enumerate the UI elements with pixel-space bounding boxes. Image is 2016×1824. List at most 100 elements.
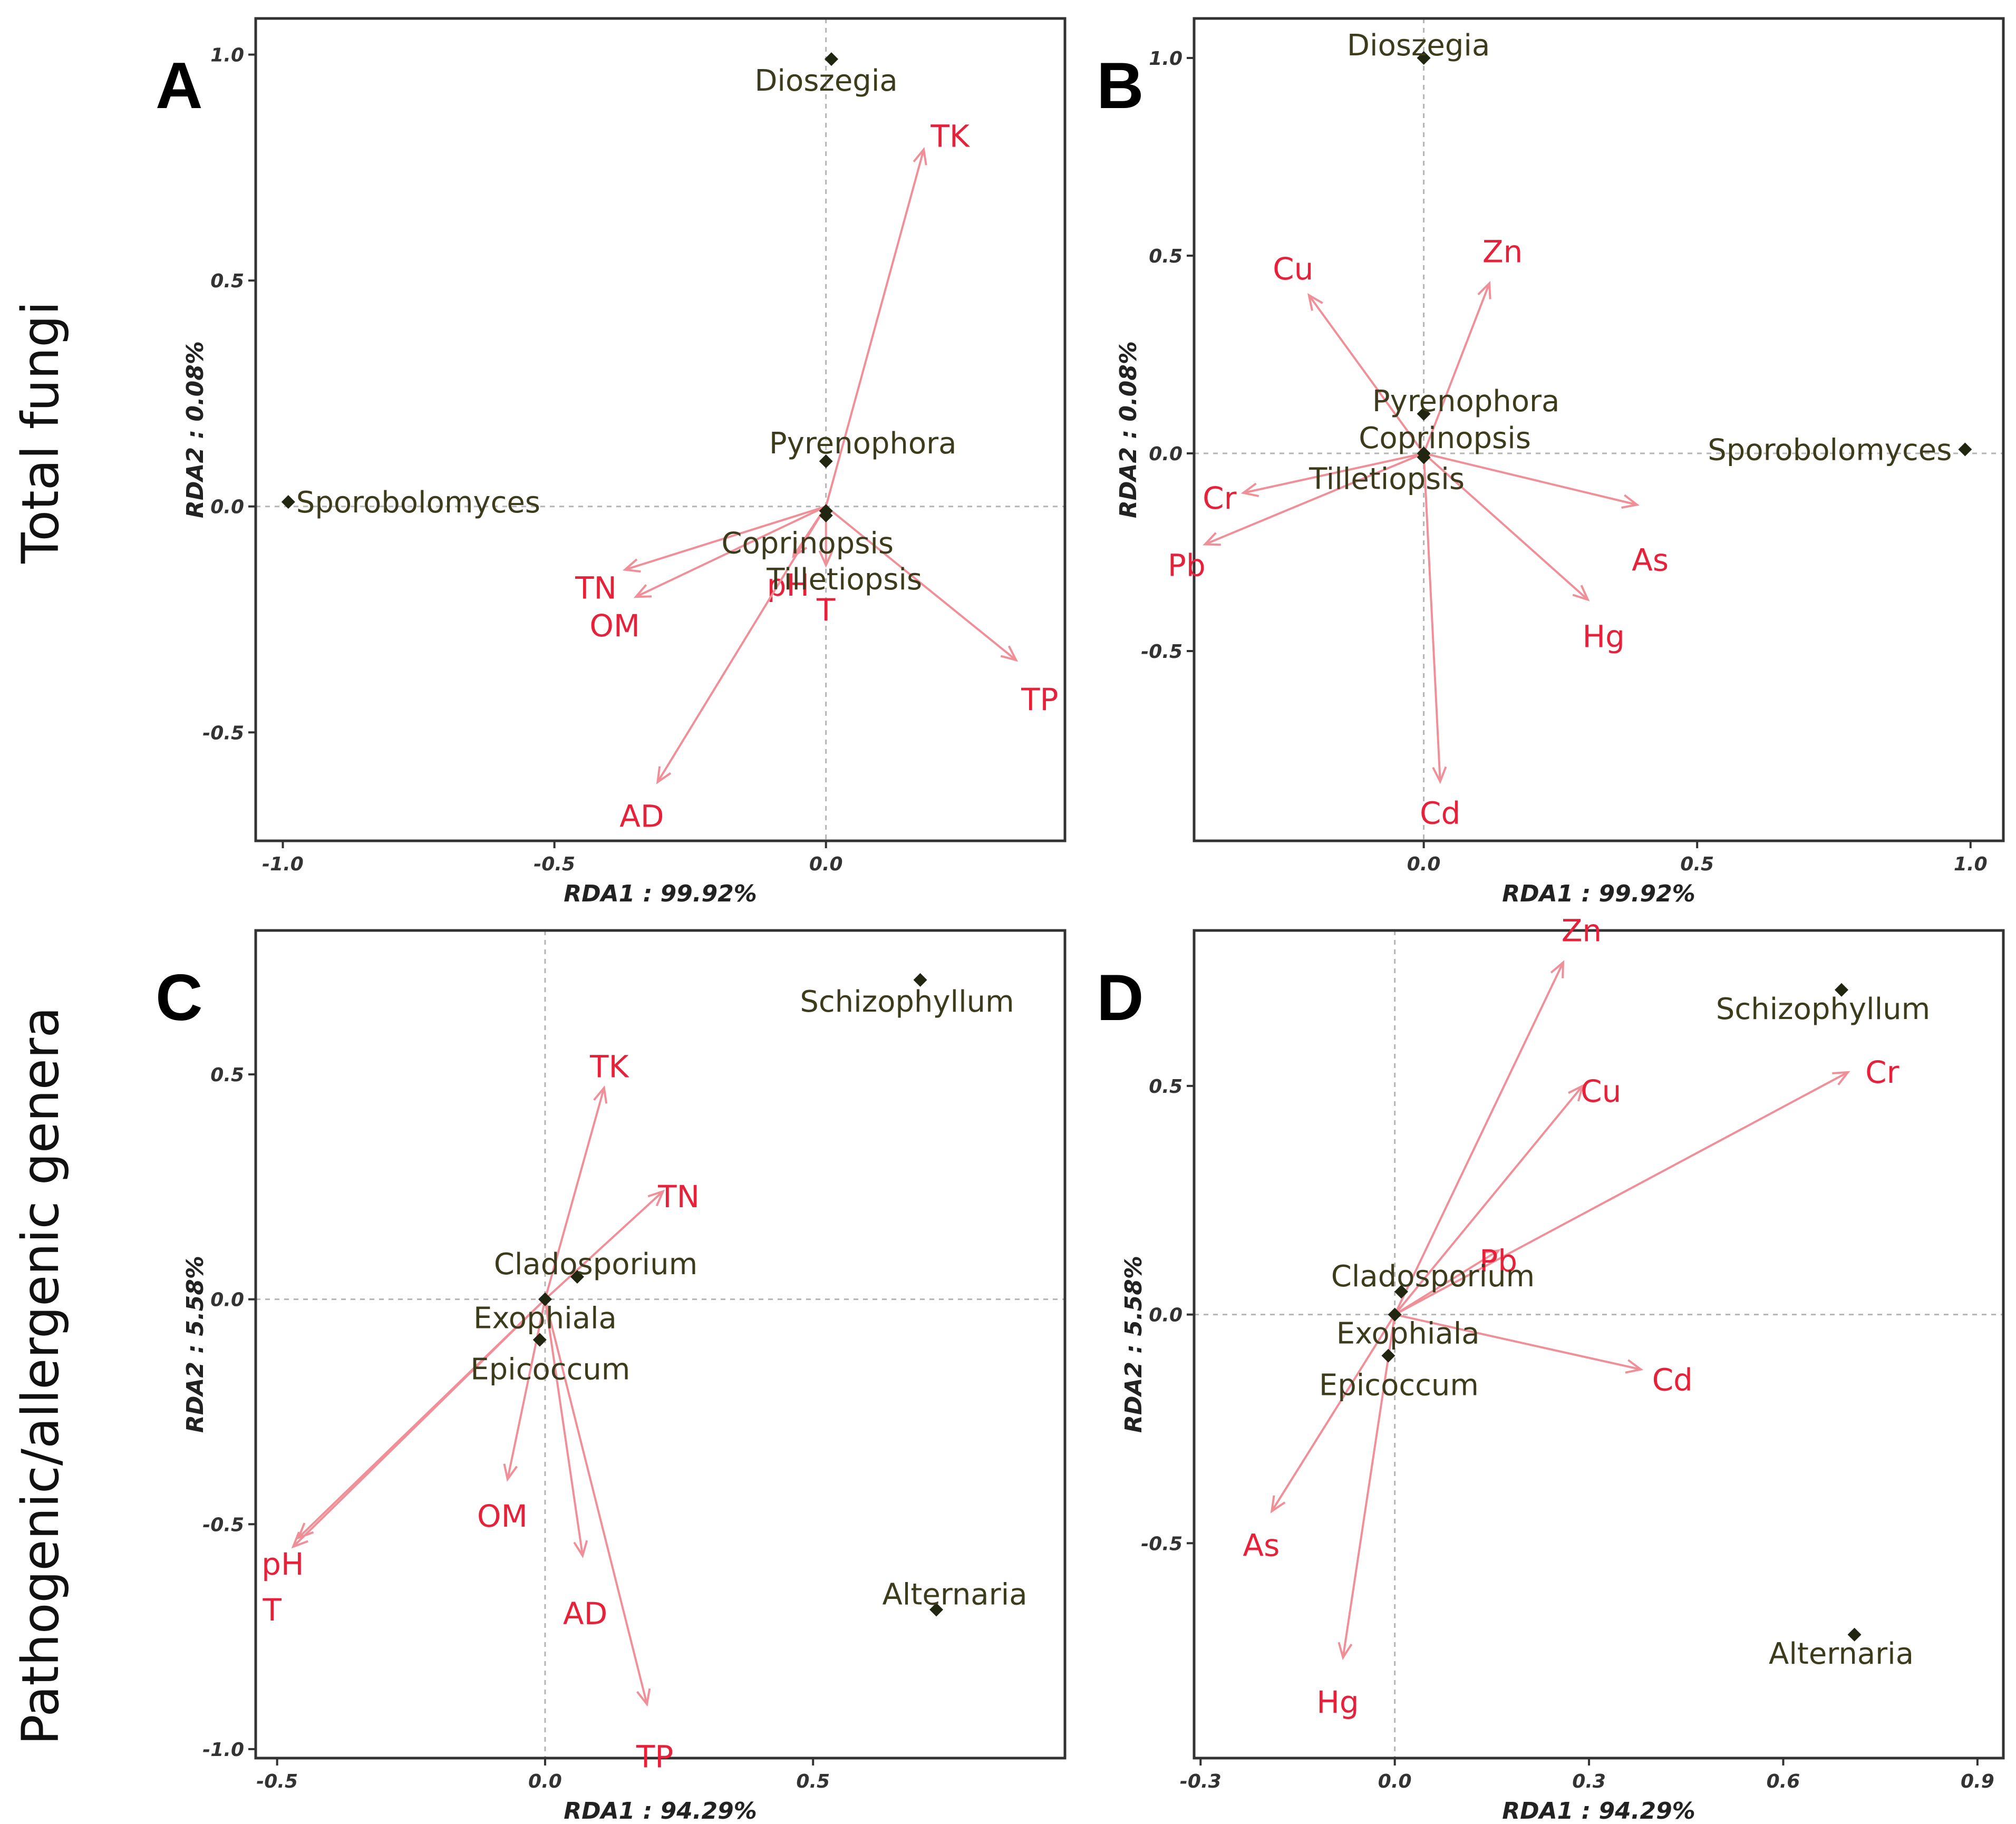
vector-arrowhead-ph <box>792 540 808 559</box>
y-axis-title: RDA2 : 0.08% <box>1115 341 1142 518</box>
x-tick-label: 0.5 <box>1680 853 1714 875</box>
vector-arrow-pb <box>1394 1249 1499 1316</box>
vector-label-t: T <box>816 592 836 628</box>
genus-point-cladosporium <box>1394 1285 1408 1299</box>
vector-label-tk: TK <box>589 1049 629 1085</box>
y-tick-label: 1.0 <box>1149 48 1183 70</box>
vector-label-pb: Pb <box>1168 548 1206 584</box>
genus-point-sporobolomyces <box>281 495 295 509</box>
x-axis-title: RDA1 : 99.92% <box>564 880 757 907</box>
row-label-pathogenic-allergenic: Pathogenic/allergenic genera <box>11 1007 70 1745</box>
y-tick-label: 0.0 <box>210 497 244 518</box>
vector-arrowhead-tp <box>636 1688 651 1707</box>
x-tick-label: 0.0 <box>1378 1771 1412 1792</box>
vector-arrow-ad <box>656 506 827 783</box>
vector-label-tp: TP <box>636 1739 673 1775</box>
x-axis-title: RDA1 : 94.29% <box>1502 1798 1695 1824</box>
vector-arrowhead-cr <box>1832 1071 1850 1085</box>
panel-d: D -0.3 0.0 0.3 0.6 0.9 -0.5 0.0 0.5 RDA1 : 94.29%… <box>1097 913 2005 1824</box>
vector-label-zn: Zn <box>1482 234 1523 270</box>
plot-frame <box>254 929 1067 1760</box>
y-tick-label: -1.0 <box>202 1739 244 1761</box>
vector-arrow-zn <box>1422 283 1490 454</box>
vector-arrowhead-hg <box>1572 585 1590 601</box>
vector-arrowhead-cd <box>1625 1359 1644 1374</box>
genus-label-sporobolomyces: Sporobolomyces <box>1708 433 1952 468</box>
vector-arrowhead-tp <box>1000 645 1019 662</box>
x-tick-label: 0.0 <box>528 1771 562 1792</box>
vector-arrow-ad <box>544 1299 584 1556</box>
vector-arrowhead-as <box>1621 494 1640 509</box>
panel-letter-a: A <box>156 50 203 122</box>
vector-label-t: T <box>262 1592 282 1628</box>
genus-label-cladosporium: Cladosporium <box>494 1247 697 1282</box>
x-tick-label: -0.5 <box>534 853 575 875</box>
plot-frame <box>1193 929 2005 1760</box>
genus-label-sporobolomyces: Sporobolomyces <box>296 486 540 520</box>
genus-point-dioszegia <box>1417 51 1431 65</box>
genus-point-epicoccum <box>1381 1348 1395 1363</box>
vector-arrowhead-t <box>291 1531 308 1549</box>
vector-arrow-tk <box>544 1088 605 1300</box>
vector-arrowhead-hg <box>1337 1642 1353 1661</box>
genus-label-schizophyllum: Schizophyllum <box>800 985 1014 1019</box>
y-axis-title: RDA2 : 0.08% <box>182 341 209 518</box>
genus-label-coprinopsis: Coprinopsis <box>721 526 894 560</box>
genus-point-epicoccum <box>532 1333 547 1347</box>
genus-point-sporobolomyces <box>1958 442 1972 457</box>
y-tick-label: 0.5 <box>1149 246 1183 267</box>
vector-arrowhead-t <box>818 550 833 568</box>
vector-arrowhead-om <box>503 1463 518 1482</box>
vector-arrowhead-zn <box>1550 960 1565 978</box>
y-tick-label: -0.5 <box>1141 1533 1183 1555</box>
x-tick-label: -0.3 <box>1180 1771 1222 1792</box>
genus-point-schizophyllum <box>1835 983 1848 997</box>
vector-arrowhead-tn <box>622 558 641 573</box>
vector-label-om: OM <box>589 608 640 644</box>
genus-label-pyrenophora: Pyrenophora <box>769 426 957 461</box>
vector-label-ph: pH <box>767 567 809 603</box>
vector-arrow-cr <box>1394 1071 1849 1316</box>
vector-arrow-cu <box>1308 294 1425 454</box>
vector-arrow-tn <box>624 505 827 571</box>
plot-frame <box>1193 17 2005 842</box>
y-tick-label: 0.0 <box>1149 1305 1183 1326</box>
panel-c: C -0.5 0.0 0.5 -1.0 -0.5 0.0 0.5 RDA1 : 94.29% RD… <box>156 929 1067 1824</box>
y-axis-title: RDA2 : 5.58% <box>1120 1256 1147 1433</box>
vector-label-cd: Cd <box>1420 795 1460 831</box>
genus-point-pyrenophora <box>1417 407 1431 421</box>
panel-letter-d: D <box>1097 962 1144 1034</box>
genus-label-alternaria: Alternaria <box>1769 1637 1914 1671</box>
y-tick-label: -0.5 <box>202 1514 244 1536</box>
vector-arrowhead-tk <box>593 1085 608 1104</box>
vector-arrowhead-cu <box>1568 1084 1584 1102</box>
vector-label-as: As <box>1632 542 1669 578</box>
genus-point-exophiala <box>1388 1307 1402 1322</box>
vector-label-cr: Cr <box>1203 480 1236 516</box>
vector-arrow-cr <box>1243 452 1424 494</box>
y-tick-label: 0.5 <box>210 270 244 292</box>
y-axis-title: RDA2 : 5.58% <box>182 1256 209 1433</box>
vector-label-tp: TP <box>1021 682 1058 717</box>
genus-point-dioszegia <box>825 52 839 66</box>
x-tick-label: -1.0 <box>262 853 304 875</box>
vector-arrowhead-as <box>1270 1495 1286 1513</box>
x-tick-label: 0.5 <box>796 1771 830 1792</box>
vector-label-ad: AD <box>619 799 664 835</box>
genus-label-epicoccum: Epicoccum <box>470 1352 630 1386</box>
vector-arrowhead-ad <box>656 766 672 784</box>
x-axis-title: RDA1 : 99.92% <box>1502 880 1695 907</box>
vector-arrowhead-tn <box>647 1189 665 1207</box>
vector-arrow-tn <box>544 1190 664 1301</box>
vector-arrowhead-zn <box>1477 280 1491 299</box>
vector-arrowhead-ad <box>573 1540 588 1558</box>
genus-point-pyrenophora <box>819 454 833 468</box>
genus-label-epicoccum: Epicoccum <box>1319 1369 1479 1403</box>
y-tick-label: -0.5 <box>202 722 244 744</box>
vector-arrow-tp <box>544 1299 648 1705</box>
genus-label-tilletiopsis: Tilletiopsis <box>1309 462 1465 497</box>
panel-letter-c: C <box>156 962 203 1034</box>
genus-point-alternaria <box>929 1603 944 1617</box>
panel-b: B 0.0 0.5 1.0 -0.5 0.0 0.5 1.0 RDA1 : 99.92% RDA2… <box>1097 17 2005 907</box>
genus-label-cladosporium: Cladosporium <box>1331 1259 1535 1294</box>
